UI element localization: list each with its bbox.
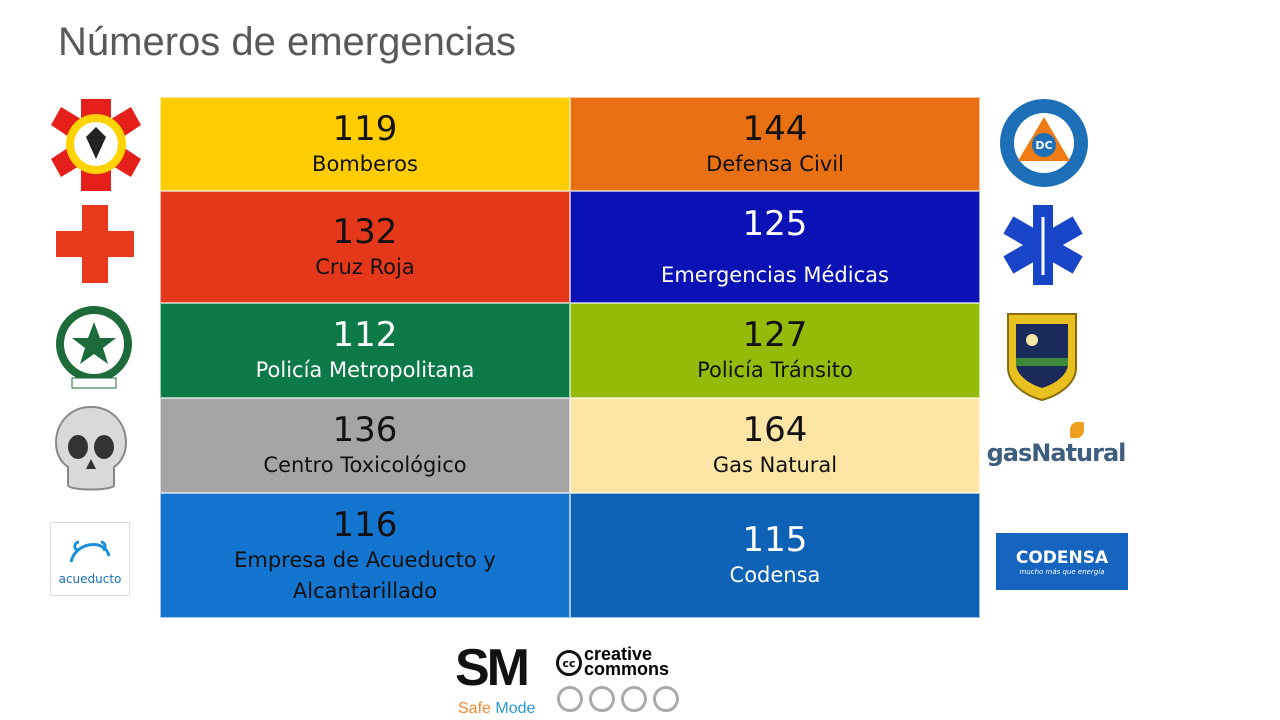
entry-cell: 164 Gas Natural [570,398,980,493]
defensa-civil-logo: DC [996,97,1092,189]
entry-number: 127 [742,315,808,355]
codensa-logo: CODENSA mucho más que energía [996,533,1128,590]
entry-cell: 116 Empresa de Acueducto y Alcantarillado [160,493,570,618]
noncommercial-icon [589,686,615,712]
entry-number: 164 [742,410,808,450]
entry-cell: 127 Policía Tránsito [570,303,980,398]
entry-number: 125 [742,203,808,244]
cc-icon: cc [556,650,582,676]
entry-label: Centro Toxicológico [263,453,467,477]
entry-cell: 115 Codensa [570,493,980,618]
entry-number: 132 [332,211,398,252]
entry-label: Cruz Roja [315,254,415,279]
codensa-tagline: mucho más que energía [1019,567,1105,576]
sm-logo-text: SM [455,639,530,697]
entry-cell: 136 Centro Toxicológico [160,398,570,493]
entry-cell: 132 Cruz Roja [160,191,570,303]
bomberos-logo-icon [48,97,144,191]
emergency-numbers-grid: 119 Bomberos 144 Defensa Civil 132 Cruz Roj… [160,97,980,618]
defensa-civil-logo-text: DC [1035,139,1052,152]
acueducto-logo-text: acueducto [58,572,122,586]
policia-transito-logo [1004,310,1080,402]
entry-number: 136 [332,410,398,450]
entry-label: Gas Natural [712,453,838,477]
gas-natural-logo: gasNatural [987,420,1126,476]
entry-label: Policía Metropolitana [255,358,475,382]
entry-label: Defensa Civil [706,151,844,176]
policia-logo-icon [48,300,140,392]
entry-label: Codensa [729,563,821,587]
commons-text: commons [584,659,670,679]
codensa-logo-text: CODENSA [1015,547,1109,568]
entry-label: Bomberos [312,151,418,176]
acueducto-logo: acueducto [50,522,130,596]
entry-number: 119 [332,108,398,149]
star-of-life-icon [1000,203,1086,287]
mode-text: Mode [495,700,536,717]
safe-mode-creative-commons-logo: SM Safe Mode cc creative commons [455,639,695,720]
entry-cell: 125 Emergencias Médicas [570,191,980,303]
entry-label: Empresa de Acueducto y Alcantarillado [234,547,496,603]
skull-icon [52,405,130,495]
butterfly-icon [1070,422,1084,438]
entry-cell: 144 Defensa Civil [570,97,980,191]
sharealike-icon [653,686,679,712]
noderivatives-icon [621,686,647,712]
entry-cell: 112 Policía Metropolitana [160,303,570,398]
safe-text: Safe [458,700,491,717]
frog-icon [69,540,111,563]
red-cross-icon [54,203,136,285]
entry-label: Policía Tránsito [697,358,853,382]
entry-label: Emergencias Médicas [661,262,889,287]
entry-number: 144 [742,108,808,149]
entry-number: 116 [332,504,398,545]
entry-cell: 119 Bomberos [160,97,570,191]
creative-text: creative [584,644,653,664]
attribution-icon [557,686,583,712]
gas-natural-logo-text: gasNatural [986,439,1127,467]
page-title: Números de emergencias [58,20,516,64]
entry-number: 115 [742,520,808,560]
entry-number: 112 [332,315,398,355]
